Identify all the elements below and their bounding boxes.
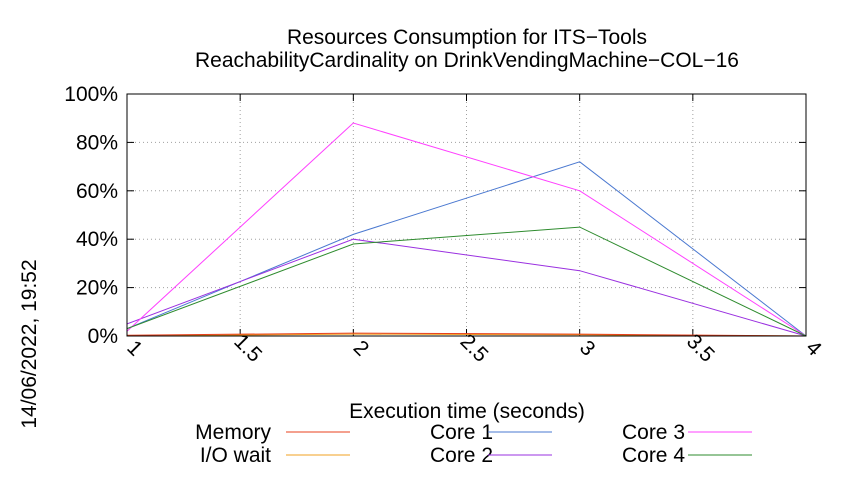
y-tick-label: 0% xyxy=(88,325,118,348)
legend-label-i-o-wait: I/O wait xyxy=(200,444,271,467)
legend-label-core-2: Core 2 xyxy=(430,444,493,467)
legend-label-core-1: Core 1 xyxy=(430,421,493,444)
y-tick-label: 100% xyxy=(64,83,118,106)
legend-label-core-4: Core 4 xyxy=(622,444,685,467)
series-line-memory xyxy=(126,332,807,337)
y-tick-label: 40% xyxy=(76,228,118,251)
legend-label-memory: Memory xyxy=(195,421,271,444)
chart-title: Resources Consumption for ITS−Tools xyxy=(287,26,647,49)
plot-frame xyxy=(126,93,807,337)
x-axis-label: Execution time (seconds) xyxy=(349,400,585,423)
y-tick-label: 60% xyxy=(76,180,118,203)
y-tick-label: 80% xyxy=(76,131,118,154)
series-line-core-2 xyxy=(126,238,807,337)
legend-label-core-3: Core 3 xyxy=(622,421,685,444)
chart-subtitle: ReachabilityCardinality on DrinkVendingM… xyxy=(195,49,739,72)
y-tick-label: 20% xyxy=(76,277,118,300)
series-line-core-3 xyxy=(126,122,807,337)
side-timestamp-label: 14/06/2022, 19:52 xyxy=(18,259,41,428)
series-line-core-4 xyxy=(126,226,807,337)
series-lines xyxy=(126,122,807,337)
